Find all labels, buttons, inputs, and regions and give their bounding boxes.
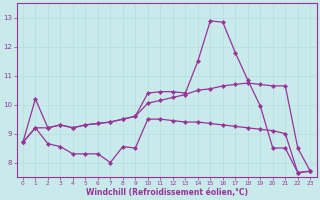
- X-axis label: Windchill (Refroidissement éolien,°C): Windchill (Refroidissement éolien,°C): [85, 188, 248, 197]
